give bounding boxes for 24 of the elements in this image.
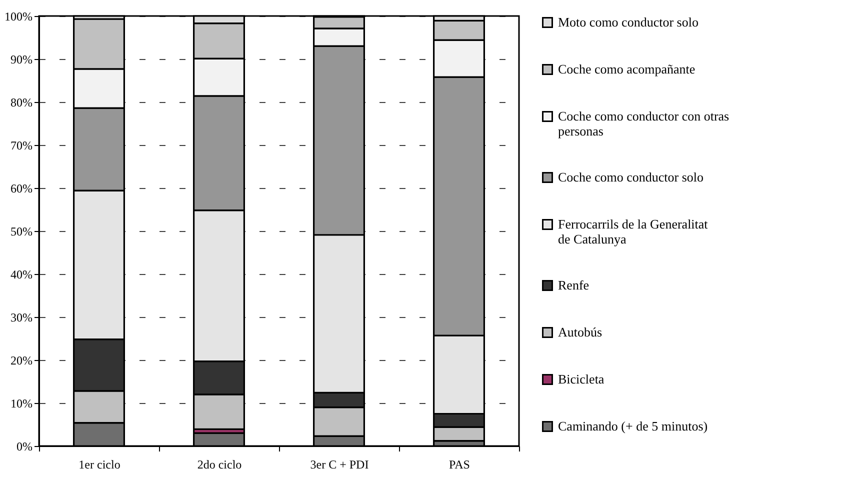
y-tick-label: 100% bbox=[4, 10, 32, 24]
y-tick-label: 30% bbox=[10, 310, 32, 324]
x-tick-label: PAS bbox=[449, 458, 470, 472]
y-tick-label: 40% bbox=[10, 268, 32, 282]
legend-label: Renfe bbox=[558, 278, 590, 292]
y-tick-label: 0% bbox=[16, 440, 32, 454]
legend-label: Autobús bbox=[558, 324, 602, 340]
y-tick-label: 70% bbox=[10, 138, 32, 152]
y-tick-label: 80% bbox=[10, 96, 32, 110]
legend-label: Bicicleta bbox=[558, 372, 604, 386]
legend-label: Moto como conductor solo bbox=[558, 14, 698, 30]
y-tick-label: 10% bbox=[10, 396, 32, 410]
legend-label: Coche como conductor con otras personas bbox=[558, 108, 730, 138]
legend-label: Caminando (+ de 5 minutos) bbox=[558, 418, 708, 434]
y-tick-label: 50% bbox=[10, 224, 32, 238]
y-tick-label: 90% bbox=[10, 52, 32, 66]
legend-label: Coche como conductor solo bbox=[558, 170, 704, 184]
x-tick-label: 3er C + PDI bbox=[310, 458, 369, 472]
legend-label: Coche como acompañante bbox=[558, 62, 696, 76]
x-tick-label: 1er ciclo bbox=[78, 458, 120, 472]
y-tick-label: 20% bbox=[10, 354, 32, 368]
x-tick-label: 2do ciclo bbox=[197, 458, 242, 472]
y-tick-label: 60% bbox=[10, 182, 32, 196]
legend-label: Ferrocarrils de la Generalitat de Catalunya bbox=[558, 216, 708, 246]
